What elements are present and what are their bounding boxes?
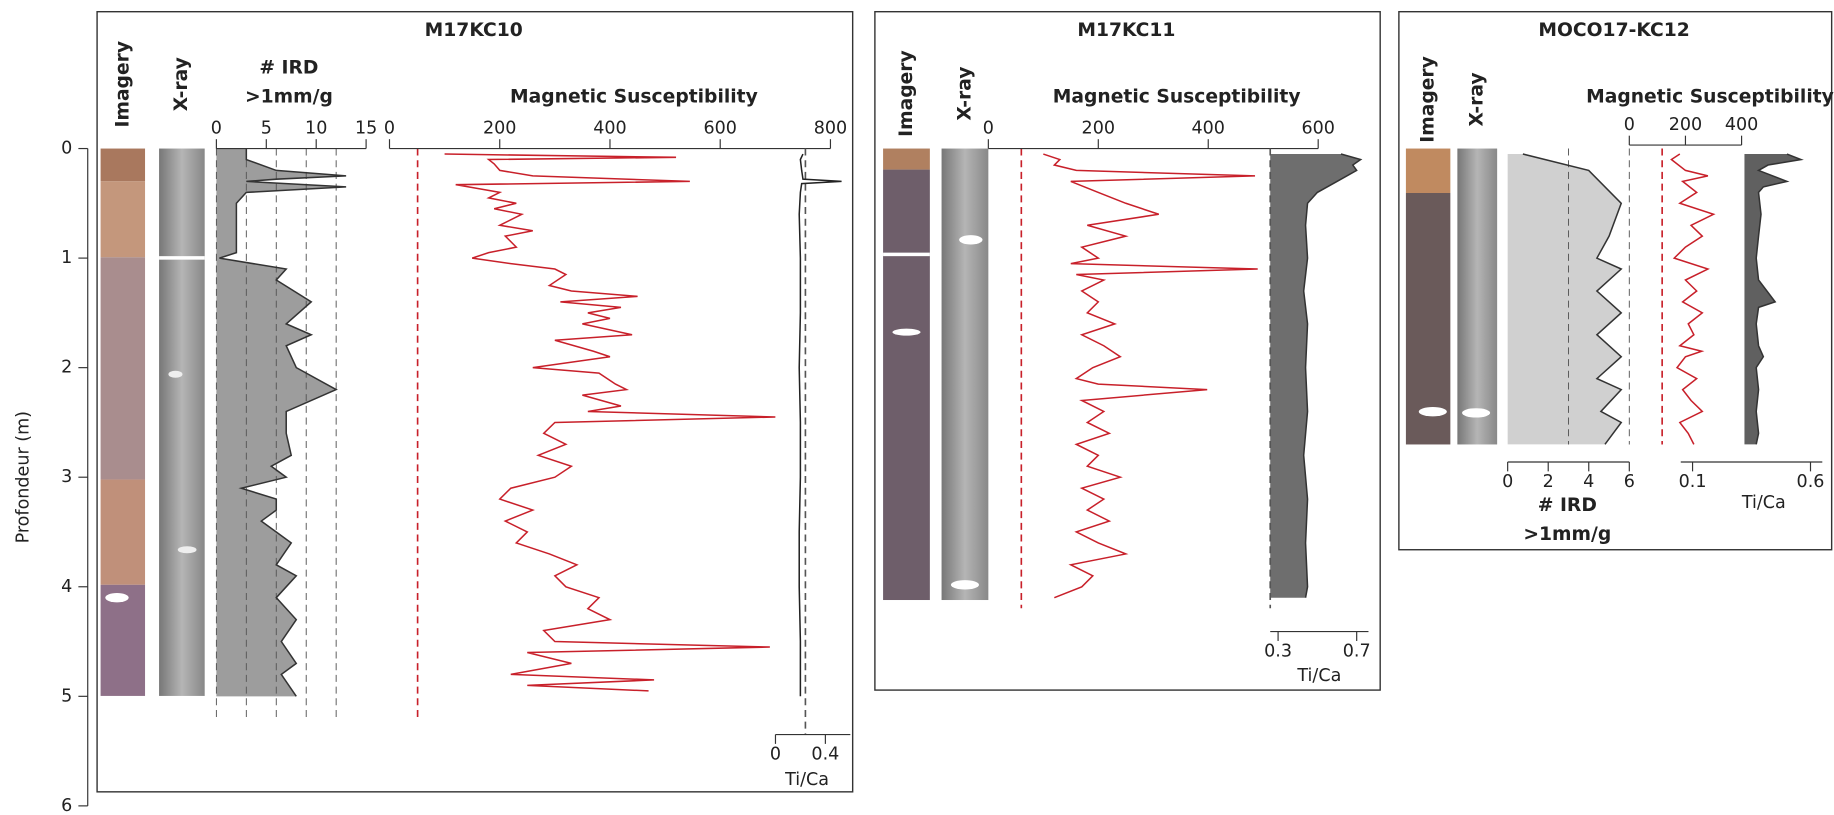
x-tick-label: 6 — [1624, 472, 1635, 492]
y-tick-label: 1 — [61, 248, 72, 268]
x-tick-label: 200 — [1669, 115, 1702, 135]
y-tick-label: 6 — [61, 796, 72, 815]
x-tick-label: 2 — [1543, 472, 1554, 492]
x-tick-label: 0 — [211, 119, 222, 139]
track-label: X-ray — [954, 67, 975, 121]
x-tick-label: 200 — [1082, 119, 1115, 139]
y-tick-label: 2 — [61, 358, 72, 378]
data-line — [1043, 153, 1258, 599]
core-images — [100, 148, 1498, 696]
series-unit: >1mm/g — [245, 87, 333, 108]
area-outline — [1755, 153, 1804, 445]
y-tick-label: 4 — [61, 577, 72, 597]
y-tick-label: 0 — [61, 139, 72, 159]
x-tick-label: 4 — [1583, 472, 1594, 492]
y-axis-label: Profondeur (m) — [13, 411, 33, 543]
series-name: Ti/Ca — [1741, 493, 1786, 513]
track-label: X-ray — [171, 57, 192, 111]
series-name: Ti/Ca — [784, 770, 829, 790]
panel-title: MOCO17-KC12 — [1538, 20, 1689, 41]
panel-title: M17KC10 — [425, 20, 523, 41]
x-tick-label: 600 — [703, 119, 736, 139]
series-unit: >1mm/g — [1523, 524, 1611, 545]
x-tick-label: 0 — [1502, 472, 1513, 492]
area-fill — [1507, 154, 1622, 445]
area-outline — [1302, 153, 1363, 598]
x-tick-label: 800 — [814, 119, 847, 139]
series-name: # IRD — [1538, 495, 1597, 516]
x-tick-label: 400 — [593, 119, 626, 139]
series-name: Magnetic Susceptibility — [510, 87, 758, 108]
panel-frame — [1398, 10, 1833, 551]
x-tick-label: 0.7 — [1343, 641, 1371, 661]
x-tick-label: 5 — [261, 119, 272, 139]
track-label: Imagery — [1418, 56, 1439, 143]
panel-frame — [96, 10, 854, 793]
y-tick-label: 3 — [61, 467, 72, 487]
y-tick-label: 5 — [61, 686, 72, 706]
x-tick-label: 0.1 — [1679, 472, 1707, 492]
panel-title: M17KC11 — [1077, 20, 1175, 41]
series-name: Magnetic Susceptibility — [1586, 87, 1834, 108]
data-line — [444, 153, 776, 692]
x-tick-label: 15 — [355, 119, 377, 139]
x-tick-label: 0 — [384, 119, 395, 139]
track-label: X-ray — [1467, 72, 1488, 126]
x-tick-label: 0 — [983, 119, 994, 139]
series-name: # IRD — [259, 57, 318, 78]
x-tick-label: 0 — [1624, 115, 1635, 135]
x-tick-label: 400 — [1725, 115, 1758, 135]
x-tick-label: 0.6 — [1797, 472, 1825, 492]
area-outline — [1522, 153, 1623, 445]
data-line — [798, 153, 842, 697]
x-tick-label: 600 — [1301, 119, 1334, 139]
x-tick-label: 0 — [770, 744, 781, 764]
x-tick-label: 10 — [305, 119, 327, 139]
area-fill — [216, 148, 347, 697]
series-name: Magnetic Susceptibility — [1053, 87, 1301, 108]
x-tick-label: 400 — [1192, 119, 1225, 139]
x-tick-label: 0.3 — [1264, 641, 1292, 661]
track-label: Imagery — [112, 41, 133, 128]
x-tick-label: 0.4 — [811, 744, 839, 764]
x-tick-label: 200 — [483, 119, 516, 139]
series-name: Ti/Ca — [1296, 666, 1341, 686]
panel-frame — [874, 10, 1381, 691]
area-fill — [1270, 154, 1361, 598]
track-label: Imagery — [896, 50, 917, 137]
area-outline — [219, 148, 347, 697]
data-line — [1670, 153, 1716, 445]
